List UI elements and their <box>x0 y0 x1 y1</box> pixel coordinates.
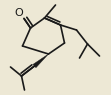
Text: O: O <box>15 8 23 18</box>
Polygon shape <box>33 54 49 68</box>
